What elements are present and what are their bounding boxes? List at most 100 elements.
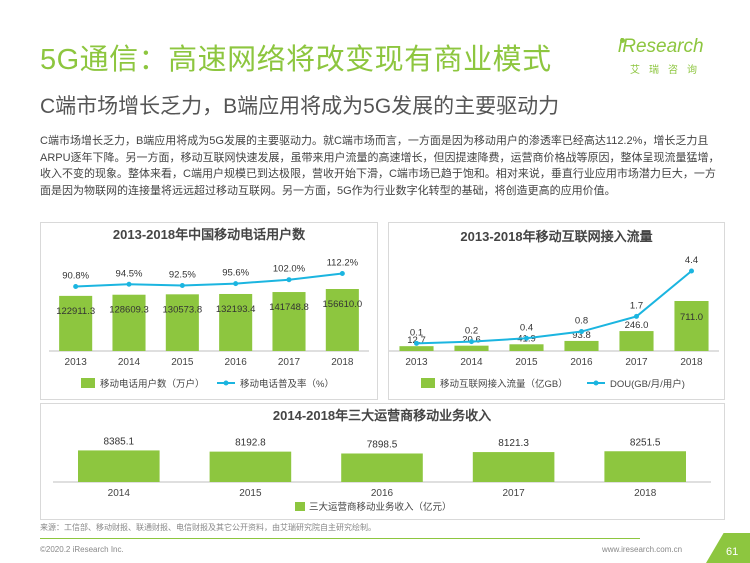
bar [219, 293, 253, 351]
iresearch-logo: iResearch 艾瑞咨询 [618, 36, 718, 82]
bar [674, 301, 709, 351]
bar-data-label: 7898.5 [367, 439, 398, 450]
x-tick-label: 2016 [371, 488, 394, 499]
x-tick-label: 2016 [570, 357, 593, 368]
line-data-label: 0.2 [465, 326, 478, 337]
line-data-label: 102.0% [273, 264, 306, 275]
chart-operator-revenue: 2014-2018年三大运营商移动业务收入 8385.1 2014 8192.8 201… [53, 408, 711, 513]
bar-data-label: 8121.3 [498, 438, 529, 449]
bar [209, 451, 292, 482]
bar [472, 452, 555, 482]
page-title: 5G通信：高速网络将改变现有商业模式 [40, 44, 552, 76]
x-tick-label: 2018 [634, 488, 657, 499]
chart-title: 2013-2018年移动互联网接入流量 [460, 229, 652, 244]
x-tick-label: 2015 [515, 357, 538, 368]
legend-label: 移动电话用户数（万户） [100, 378, 205, 390]
bar-data-label: 130573.8 [163, 304, 203, 315]
bar-data-label: 246.0 [625, 320, 649, 331]
footer-divider [40, 538, 640, 539]
chart-mobile-traffic: 2013-2018年移动互联网接入流量12.7201320.6201441.92… [389, 229, 719, 390]
chart-mobile-users: 2013-2018年中国移动电话用户数 122911.3 2013 128609.3 2… [49, 227, 369, 390]
bar-data-label: 711.0 [680, 312, 703, 323]
bar [454, 345, 489, 351]
x-tick-label: 2013 [65, 357, 88, 368]
bar [165, 294, 199, 351]
x-tick-label: 2018 [331, 357, 354, 368]
chart-panel-operator-revenue: 2014-2018年三大运营商移动业务收入 8385.1 2014 8192.8 201… [40, 403, 725, 520]
line-point [179, 282, 185, 288]
line-point [339, 270, 345, 276]
body-paragraph: C端市场增长乏力，B端应用将成为5G发展的主要驱动力。就C端市场而言，一方面是因… [40, 135, 720, 197]
line-data-label: 90.8% [62, 271, 89, 282]
chart-panel-mobile-users: 2013-2018年中国移动电话用户数 122911.3 2013 128609.3 2… [40, 222, 378, 400]
logo-dot-icon [620, 38, 625, 43]
line-point [286, 277, 292, 283]
x-tick-label: 2013 [405, 357, 428, 368]
page-subtitle: C端市场增长乏力，B端应用将成为5G发展的主要驱动力 [40, 95, 560, 118]
bar-data-label: 122911.3 [56, 306, 95, 317]
line-point [579, 329, 584, 335]
line-data-label: 0.1 [410, 327, 423, 338]
bar-data-label: 93.8 [572, 330, 591, 341]
page-number: 61 [726, 546, 739, 558]
x-tick-label: 2017 [625, 357, 648, 368]
x-tick-label: 2017 [278, 357, 301, 368]
line-data-label: 94.5% [116, 268, 143, 279]
line-data-label: 112.2% [327, 257, 359, 268]
legend-swatch-bar [295, 502, 305, 511]
legend-swatch-bar [421, 378, 435, 388]
line-data-label: 1.7 [630, 300, 643, 311]
bar [604, 451, 686, 482]
line-data-label: 0.8 [575, 316, 588, 327]
bar [341, 453, 423, 482]
series-line [75, 272, 343, 288]
bar [272, 292, 306, 351]
logo-wordmark: iResearch [618, 36, 704, 57]
legend-label: 三大运营商移动业务收入（亿元） [309, 501, 452, 513]
bar [325, 289, 359, 351]
logo-chinese-name: 艾瑞咨询 [630, 65, 706, 76]
x-tick-label: 2017 [502, 488, 525, 499]
bar [564, 340, 599, 351]
chart-title: 2013-2018年中国移动电话用户数 [113, 227, 306, 242]
x-tick-label: 2018 [680, 357, 703, 368]
chart-panel-mobile-traffic: 2013-2018年移动互联网接入流量12.7201320.6201441.92… [388, 222, 725, 400]
bar [78, 450, 160, 482]
line-data-label: 0.4 [520, 322, 533, 333]
bar-data-label: 141748.8 [269, 302, 309, 313]
chart-title: 2014-2018年三大运营商移动业务收入 [273, 408, 491, 423]
website-link[interactable]: www.iresearch.com.cn [602, 545, 683, 554]
x-tick-label: 2015 [239, 488, 262, 499]
x-tick-label: 2014 [118, 357, 141, 368]
line-point [634, 313, 639, 319]
bar-data-label: 12.7 [407, 335, 426, 346]
line-data-label: 95.6% [222, 268, 249, 279]
bar [59, 295, 93, 351]
bar-data-label: 128609.3 [109, 305, 149, 316]
x-tick-label: 2016 [225, 357, 248, 368]
source-note: 来源：工信部、移动财报、联通财报、电信财报及其它公开资料，由艾瑞研究院自主研究绘… [40, 523, 376, 532]
bar [509, 344, 544, 351]
line-data-label: 4.4 [685, 255, 698, 266]
x-tick-label: 2014 [108, 488, 131, 499]
x-tick-label: 2014 [460, 357, 483, 368]
bar [399, 346, 434, 351]
legend-swatch-point [593, 380, 599, 386]
bar-data-label: 8385.1 [104, 436, 135, 447]
x-tick-label: 2015 [171, 357, 194, 368]
legend-label: 移动电话普及率（%） [240, 378, 334, 390]
legend-swatch-bar [81, 378, 95, 388]
line-point [126, 281, 132, 287]
series-line [416, 270, 693, 345]
legend-label: DOU(GB/月/用户) [610, 378, 685, 390]
line-point [73, 284, 79, 290]
legend-swatch-point [223, 380, 229, 386]
bar-data-label: 8192.8 [235, 438, 266, 449]
bar [619, 331, 654, 351]
bar [112, 294, 146, 351]
bar-data-label: 132193.4 [216, 304, 256, 315]
line-point [524, 335, 529, 341]
line-point [689, 268, 694, 274]
bar-data-label: 156610.0 [323, 299, 363, 310]
line-point [414, 340, 419, 346]
